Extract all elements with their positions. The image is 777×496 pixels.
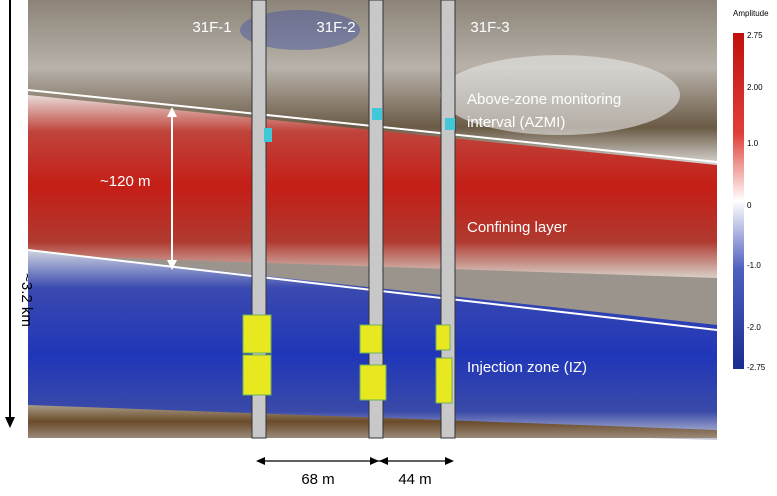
depth-arrow [5,0,15,428]
spacing-label: 44 m [398,471,431,488]
colorbar-title: Amplitude [733,9,769,18]
figure: 31F-1 31F-2 31F-3 Above-zone monitoring … [0,0,777,491]
colorbar-tick-label: -2.75 [747,363,766,372]
colorbar-tick-label: 1.0 [747,139,759,148]
colorbar-tick-label: 0 [747,201,752,210]
colorbar-tick-label: 2.00 [747,83,763,92]
annotation: ~120 m [100,173,150,190]
well-label: 31F-3 [470,19,509,36]
spacing-label: 68 m [301,471,334,488]
depth-label: ~3.2 km [18,273,35,327]
annotation: Above-zone monitoring [467,91,621,108]
well-label: 31F-1 [192,19,231,36]
colorbar-tick-label: 2.75 [747,31,763,40]
well-label: 31F-2 [316,19,355,36]
annotation: Injection zone (IZ) [467,359,587,376]
annotation: interval (AZMI) [467,114,565,131]
colorbar [733,33,744,369]
colorbar-tick-label: -2.0 [747,323,761,332]
spacing-arrows [256,457,454,465]
colorbar-tick-label: -1.0 [747,261,761,270]
annotation: Confining layer [467,219,567,236]
colorbar-ticks: 2.75 2.00 1.0 0 -1.0 -2.0 -2.75 [747,31,766,372]
